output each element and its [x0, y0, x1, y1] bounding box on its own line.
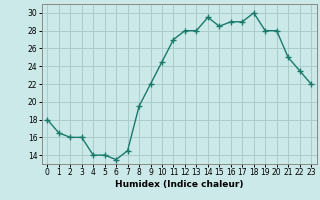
X-axis label: Humidex (Indice chaleur): Humidex (Indice chaleur)	[115, 180, 244, 189]
